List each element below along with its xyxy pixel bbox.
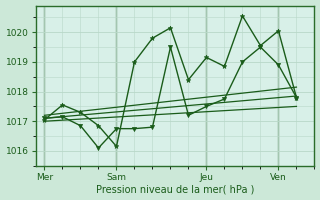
X-axis label: Pression niveau de la mer( hPa ): Pression niveau de la mer( hPa ) bbox=[96, 184, 254, 194]
